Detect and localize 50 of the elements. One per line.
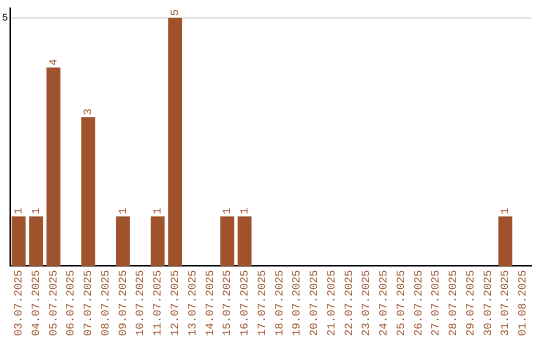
x-tick-label: 06.07.2025	[66, 270, 78, 336]
x-tick-label: 05.07.2025	[48, 270, 60, 336]
bar	[150, 216, 165, 266]
bar	[12, 216, 26, 266]
bar	[116, 216, 130, 266]
x-tick-label: 26.07.2025	[413, 270, 426, 336]
x-tick-label: 07.07.2025	[83, 270, 96, 336]
x-tick-label: 14.07.2025	[204, 270, 217, 336]
bar	[81, 117, 96, 266]
data-label: 1	[30, 207, 43, 214]
data-label: 4	[48, 58, 60, 66]
x-tick-label: 17.07.2025	[256, 270, 269, 336]
x-tick-label: 25.07.2025	[396, 270, 408, 336]
x-tick-label: 15.07.2025	[222, 270, 234, 336]
x-tick-label: 22.07.2025	[344, 270, 356, 336]
bar	[238, 216, 252, 266]
data-label: 5	[170, 9, 182, 16]
bar	[46, 68, 60, 266]
x-tick-label: 21.07.2025	[326, 270, 338, 336]
x-tick-label: 08.07.2025	[100, 270, 112, 336]
x-tick-label: 20.07.2025	[309, 270, 322, 336]
data-label: 1	[14, 207, 26, 214]
data-label: 1	[152, 207, 165, 214]
bar	[498, 216, 512, 266]
x-tick-label: 09.07.2025	[118, 270, 130, 336]
x-tick-label: 29.07.2025	[465, 270, 478, 336]
x-tick-label: 19.07.2025	[292, 270, 304, 336]
data-label: 1	[240, 207, 252, 214]
x-tick-label: 13.07.2025	[187, 270, 200, 336]
x-tick-label: 16.07.2025	[240, 270, 252, 336]
x-tick-label: 03.07.2025	[14, 270, 26, 336]
bar	[168, 18, 182, 266]
x-tick-label: 12.07.2025	[170, 270, 182, 336]
x-tick-label: 01.08.2025	[518, 270, 530, 336]
x-tick-label: 11.07.2025	[152, 270, 165, 336]
data-label: 3	[83, 108, 96, 116]
x-tick-label: 28.07.2025	[448, 270, 460, 336]
data-label: 1	[222, 207, 234, 214]
data-label: 1	[118, 207, 130, 214]
x-tick-label: 24.07.2025	[378, 270, 391, 336]
x-tick-label: 27.07.2025	[430, 270, 443, 336]
x-tick-label: 30.07.2025	[482, 270, 495, 336]
x-tick-label: 31.07.2025	[500, 270, 512, 336]
x-tick-label: 04.07.2025	[30, 270, 43, 336]
x-tick-label: 23.07.2025	[361, 270, 374, 336]
bar	[220, 216, 234, 266]
data-label: 1	[500, 207, 512, 214]
x-tick-label: 18.07.2025	[274, 270, 286, 336]
x-tick-label: 10.07.2025	[135, 270, 148, 336]
bar	[29, 216, 44, 266]
